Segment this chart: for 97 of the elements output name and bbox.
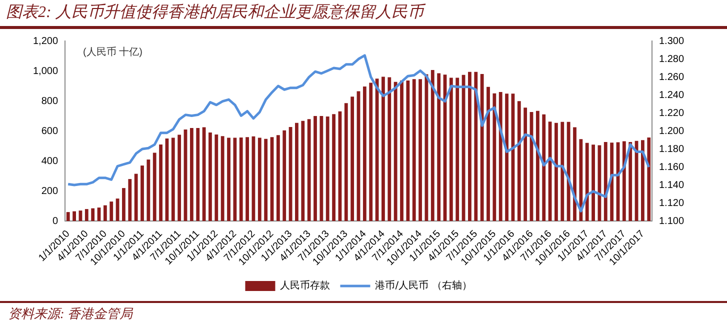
- bar: [369, 82, 373, 222]
- bar: [246, 137, 249, 222]
- bar: [480, 74, 484, 222]
- y2-tick-label: 1.100: [658, 216, 684, 227]
- bar: [332, 114, 336, 222]
- bar: [498, 92, 502, 222]
- bar: [394, 82, 398, 222]
- bar: [326, 116, 330, 222]
- legend-label: 人民币存款: [280, 280, 330, 292]
- bar: [103, 205, 107, 222]
- bar: [592, 144, 595, 222]
- bar: [382, 76, 385, 222]
- bar: [134, 174, 138, 222]
- y2-tick-label: 1.280: [658, 54, 684, 65]
- bar: [604, 142, 608, 222]
- bar: [579, 139, 583, 222]
- y-tick-label: 1,000: [32, 66, 58, 77]
- bar: [159, 144, 162, 222]
- bar: [437, 73, 441, 222]
- y2-tick-label: 1.220: [658, 108, 684, 119]
- bar: [449, 78, 453, 222]
- bar: [406, 80, 410, 222]
- bar: [66, 212, 70, 222]
- bar: [610, 142, 614, 222]
- y-tick-label: 0: [52, 216, 58, 227]
- legend-label: 港币/人民币 （右轴）: [375, 280, 472, 292]
- bar: [178, 134, 182, 222]
- chart-title: 图表2: 人民币升值使得香港的居民和企业更愿意保留人民币: [0, 0, 727, 29]
- bar: [314, 116, 317, 222]
- bar: [140, 166, 144, 222]
- y2-tick-label: 1.140: [658, 180, 684, 191]
- y-tick-label: 800: [41, 96, 58, 107]
- bar: [542, 114, 546, 222]
- y-tick-label: 400: [41, 156, 58, 167]
- bar: [208, 132, 212, 222]
- text: 资料来源: 香港金管局: [0, 301, 727, 325]
- bar: [536, 110, 540, 222]
- bar: [258, 138, 262, 222]
- y2-tick-label: 1.200: [658, 126, 684, 137]
- bar: [622, 141, 626, 222]
- bar: [486, 86, 490, 222]
- bar: [641, 140, 644, 222]
- bar: [388, 77, 392, 222]
- y2-tick-label: 1.240: [658, 90, 684, 101]
- y-axis-title: (人民币 十亿): [83, 46, 142, 58]
- bar: [91, 208, 95, 222]
- bar: [171, 138, 175, 222]
- y-tick-label: 200: [41, 186, 58, 197]
- y-tick-label: 1,200: [32, 36, 58, 47]
- bar: [585, 142, 589, 222]
- bar: [412, 79, 416, 222]
- bar: [400, 80, 404, 222]
- bar: [628, 142, 632, 222]
- bar: [295, 122, 298, 222]
- bar: [362, 86, 366, 222]
- bar: [146, 160, 150, 222]
- bar: [505, 94, 508, 222]
- bar: [220, 136, 224, 222]
- bar: [517, 101, 521, 222]
- bar: [344, 103, 348, 222]
- y-tick-label: 600: [41, 126, 58, 137]
- bar: [233, 138, 237, 222]
- bar: [573, 127, 576, 222]
- bar: [196, 128, 200, 222]
- bar: [276, 135, 280, 222]
- bar: [524, 108, 528, 222]
- bar: [301, 120, 305, 222]
- bar: [566, 122, 570, 222]
- bar: [307, 119, 311, 222]
- y2-tick-label: 1.300: [658, 36, 684, 47]
- bar: [647, 137, 651, 222]
- bar: [110, 202, 114, 222]
- bar: [282, 130, 286, 222]
- bar: [128, 179, 132, 222]
- bar: [239, 137, 243, 222]
- bar: [190, 128, 194, 222]
- y2-tick-label: 1.160: [658, 162, 684, 173]
- bar: [554, 122, 558, 222]
- bar: [84, 209, 88, 222]
- bar: [418, 79, 422, 222]
- bar: [227, 138, 230, 222]
- bar: [152, 152, 156, 222]
- bar: [350, 96, 354, 222]
- bar: [122, 188, 126, 222]
- bar: [264, 138, 268, 222]
- bar: [468, 72, 472, 222]
- bar: [430, 70, 434, 222]
- bar: [456, 78, 460, 222]
- bar: [474, 72, 478, 222]
- y2-tick-label: 1.180: [658, 144, 684, 155]
- bar: [320, 116, 324, 222]
- y2-tick-label: 1.260: [658, 72, 684, 83]
- bar: [214, 134, 218, 222]
- bar: [492, 93, 496, 222]
- bar: [560, 122, 564, 222]
- y2-tick-label: 1.120: [658, 198, 684, 209]
- bar: [72, 211, 76, 222]
